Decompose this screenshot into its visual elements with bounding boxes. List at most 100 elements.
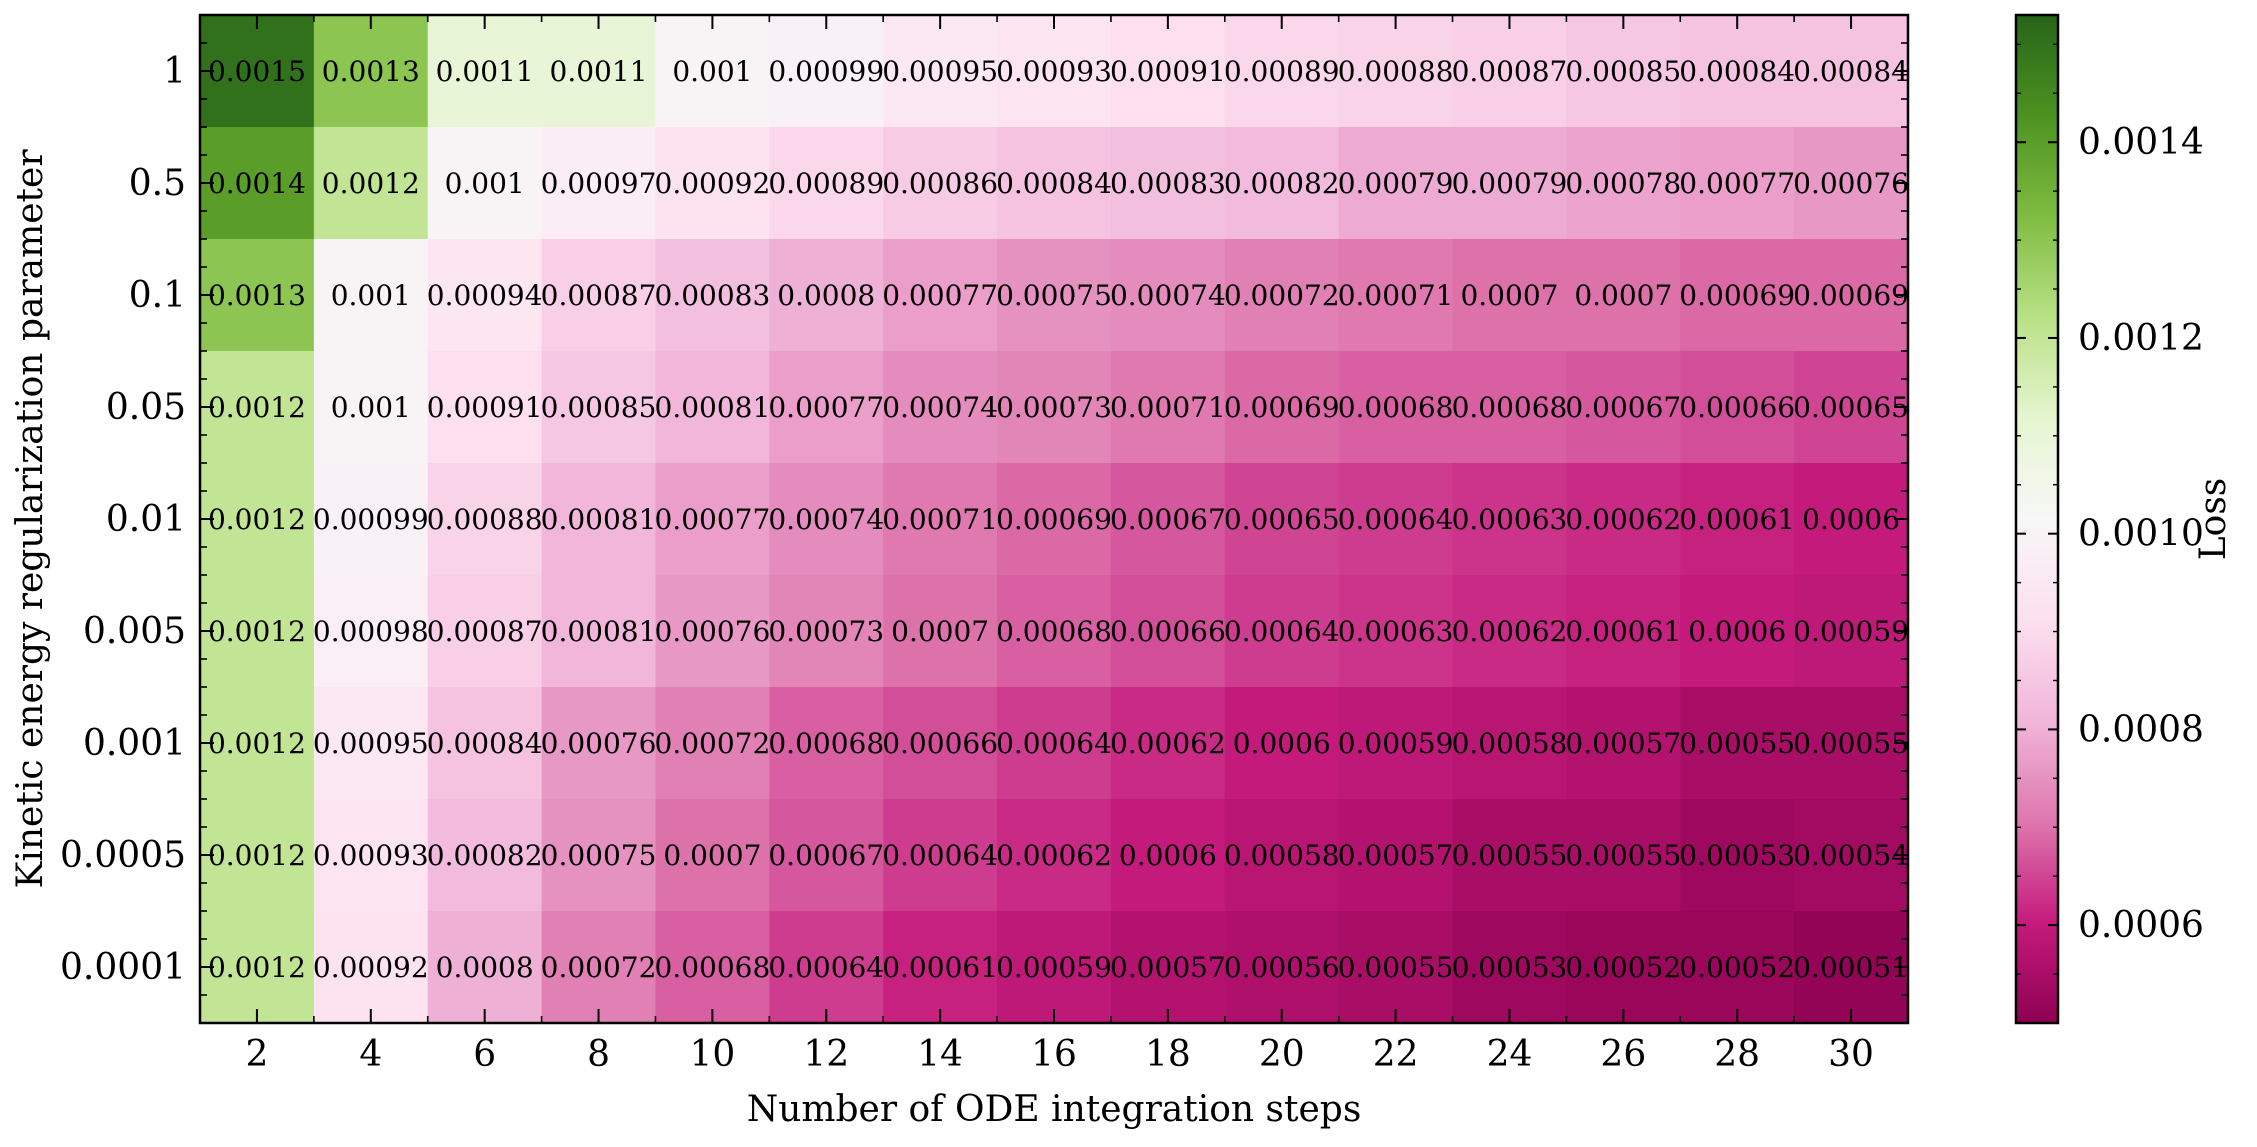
- heatmap-cell: [1566, 15, 1681, 128]
- heatmap-cell: [200, 799, 315, 912]
- heatmap-cell: [427, 351, 543, 464]
- cell-value-label: 0.00081: [655, 391, 771, 424]
- heatmap-cell: [200, 687, 315, 800]
- heatmap-cell: [200, 15, 315, 128]
- heatmap-cell: [427, 575, 543, 688]
- cell-value-label: 0.00059: [1793, 615, 1909, 648]
- cell-value-label: 0.00084: [996, 167, 1112, 200]
- heatmap-cell: [1566, 351, 1681, 464]
- heatmap-cell: [769, 575, 884, 688]
- heatmap-cell: [997, 575, 1112, 688]
- cell-value-labels: 0.0015 0.0013 0.0011 0.0011 0.001 0.000990.00…: [208, 55, 1909, 984]
- cell-value-label: 0.00064: [1338, 503, 1454, 536]
- heatmap-cell: [427, 799, 543, 912]
- cell-value-label: 0.00054: [1793, 839, 1909, 872]
- cell-value-label: 0.00055: [1793, 727, 1909, 760]
- cell-value-label: 0.00069: [1224, 391, 1340, 424]
- cell-value-label: 0.00064: [882, 839, 998, 872]
- heatmap-cell: [997, 239, 1112, 352]
- cell-value-label: 0.00093: [996, 55, 1112, 88]
- heatmap-cell: [427, 463, 543, 576]
- heatmap-cell: [200, 463, 315, 576]
- heatmap-cell: [1680, 687, 1795, 800]
- cell-value-label: 0.00082: [427, 839, 543, 872]
- cell-value-label: 0.0012: [208, 839, 306, 872]
- cell-value-label: 0.00052: [1679, 951, 1795, 984]
- cell-value-label: 0.00099: [313, 503, 429, 536]
- x-tick-label: 26: [1600, 1034, 1646, 1075]
- heatmap-cell: [655, 239, 770, 352]
- cell-value-label: 0.00062: [1565, 503, 1681, 536]
- cell-value-label: 0.00055: [1679, 727, 1795, 760]
- cell-value-label: 0.00077: [768, 391, 884, 424]
- cell-value-label: 0.00055: [1338, 951, 1454, 984]
- cell-value-label: 0.00066: [1110, 615, 1226, 648]
- heatmap-cell: [1224, 799, 1340, 912]
- heatmap-cell: [997, 351, 1112, 464]
- heatmap-cell: [883, 239, 998, 352]
- x-tick-label: 16: [1031, 1034, 1077, 1075]
- heatmap-cell: [200, 575, 315, 688]
- heatmap-cell: [1794, 463, 1909, 576]
- heatmap-cell: [541, 687, 657, 800]
- heatmap-cell: [427, 15, 543, 128]
- cell-value-label: 0.00062: [1110, 727, 1226, 760]
- heatmap-cell: [1566, 799, 1681, 912]
- cell-value-label: 0.00075: [996, 279, 1112, 312]
- heatmap-cell: [313, 575, 429, 688]
- heatmap-cell: [1452, 911, 1567, 1024]
- heatmap-cell: [1452, 127, 1567, 240]
- cell-value-label: 0.00085: [1565, 55, 1681, 88]
- heatmap-cell: [769, 239, 884, 352]
- cell-value-label: 0.0007: [891, 615, 989, 648]
- cell-value-label: 0.00084: [1793, 55, 1909, 88]
- cell-value-label: 0.0015: [208, 55, 306, 88]
- heatmap-cell: [655, 687, 770, 800]
- cell-value-label: 0.00078: [1565, 167, 1681, 200]
- heatmap-cell: [313, 351, 429, 464]
- heatmap-cell: [655, 351, 770, 464]
- heatmap-cell: [997, 15, 1112, 128]
- colorbar-tick-label: 0.0010: [2078, 514, 2204, 555]
- heatmap-cell: [313, 127, 429, 240]
- y-tick-label: 0.005: [83, 611, 186, 652]
- heatmap-cell: [1794, 239, 1909, 352]
- colorbar-tick-label: 0.0008: [2078, 709, 2204, 750]
- x-tick-label: 20: [1259, 1034, 1305, 1075]
- cell-value-label: 0.00086: [882, 167, 998, 200]
- heatmap-cell: [1566, 687, 1681, 800]
- cell-value-label: 0.00062: [1452, 615, 1568, 648]
- colorbar-tick-label: 0.0012: [2078, 318, 2204, 359]
- cell-value-label: 0.00099: [768, 55, 884, 88]
- heatmap-cell: [200, 239, 315, 352]
- cell-value-label: 0.00073: [996, 391, 1112, 424]
- y-tick-labels: 1 0.5 0.1 0.05 0.01 0.005 0.001 0.0005 0.0001: [60, 51, 186, 988]
- y-tick-label: 0.0001: [60, 947, 186, 988]
- heatmap-cell: [1566, 239, 1681, 352]
- heatmap-cell: [313, 463, 429, 576]
- heatmap-cell: [655, 911, 770, 1024]
- heatmap-cell: [769, 15, 884, 128]
- x-tick-label: 12: [803, 1034, 849, 1075]
- heatmap-cell: [541, 463, 657, 576]
- axis-ticks: [199, 14, 1909, 1024]
- heatmap-cell: [883, 127, 998, 240]
- heatmap-cell: [1224, 463, 1340, 576]
- cell-value-label: 0.00064: [1224, 615, 1340, 648]
- heatmap-cell: [1110, 239, 1226, 352]
- heatmap-cell: [1110, 351, 1226, 464]
- cell-value-label: 0.00087: [1452, 55, 1568, 88]
- cell-value-label: 0.00055: [1452, 839, 1568, 872]
- x-tick-label: 4: [359, 1034, 382, 1075]
- heatmap-cell: [655, 127, 770, 240]
- cell-value-label: 0.00079: [1338, 167, 1454, 200]
- cell-value-label: 0.0012: [208, 727, 306, 760]
- cell-value-label: 0.00057: [1338, 839, 1454, 872]
- cell-value-label: 0.00088: [427, 503, 543, 536]
- heatmap-cell: [1110, 463, 1226, 576]
- heatmap-cell: [200, 351, 315, 464]
- heatmap-cell: [1794, 575, 1909, 688]
- cell-value-label: 0.00065: [1793, 391, 1909, 424]
- cell-value-label: 0.00063: [1452, 503, 1568, 536]
